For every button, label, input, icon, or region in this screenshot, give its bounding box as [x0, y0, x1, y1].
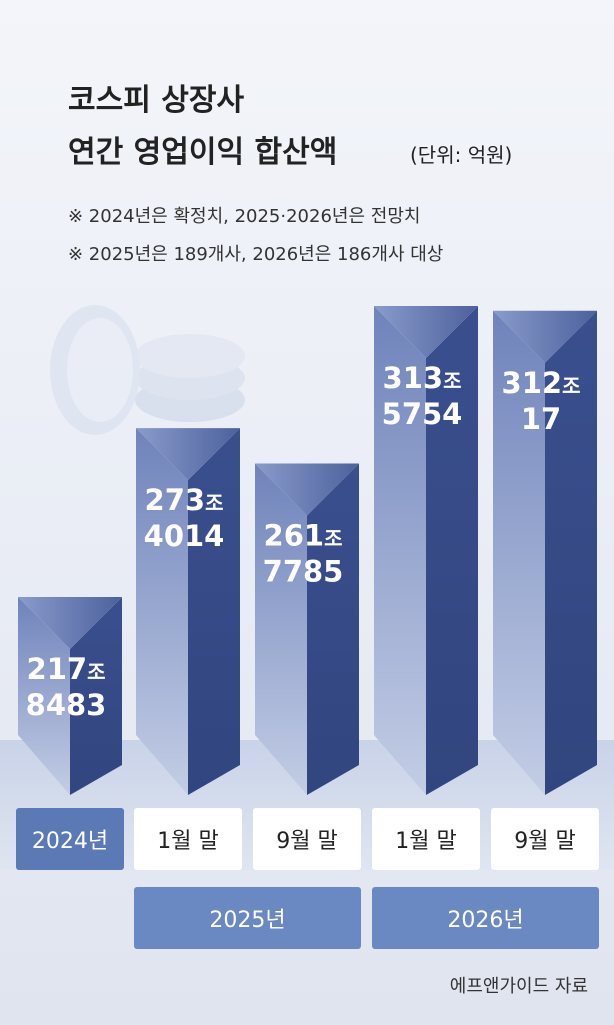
category-box — [16, 808, 124, 870]
x-tick-label: 2024년 — [32, 829, 108, 854]
bar-top — [136, 428, 240, 481]
value-label: 273조 4014 — [144, 483, 225, 553]
x-tick-label: 1월 말 — [157, 829, 218, 854]
bar-right-face — [70, 597, 122, 795]
bar-right-face — [188, 428, 240, 795]
unit: (단위: 억원) — [410, 143, 512, 167]
category-box — [491, 808, 599, 870]
bar-top — [493, 310, 597, 363]
bar-right-face — [545, 310, 597, 795]
value-label: 261조 7785 — [263, 518, 344, 588]
bar-left-face — [374, 306, 426, 795]
group-label: 2025년 — [209, 908, 285, 933]
bar-left-face — [255, 463, 307, 795]
category-box — [134, 808, 242, 870]
category-box — [253, 808, 361, 870]
value-label: 217조 8483 — [26, 652, 107, 722]
bar — [255, 463, 359, 795]
bar-left-face — [18, 597, 70, 795]
note: ※ 2025년은 189개사, 2026년은 186개사 대상 — [68, 244, 443, 265]
value-label: 312조 17 — [502, 366, 581, 436]
bar-top — [374, 306, 478, 358]
category-box — [372, 808, 480, 870]
x-tick-label: 9월 말 — [276, 829, 337, 854]
bar — [493, 310, 597, 795]
source: 에프앤가이드 자료 — [450, 976, 588, 997]
bar-top — [18, 597, 122, 649]
value-label: 313조 5754 — [382, 361, 463, 431]
bar-right-face — [307, 463, 359, 795]
bar — [18, 597, 122, 795]
x-tick-label: 9월 말 — [514, 829, 575, 854]
bar-left-face — [136, 428, 188, 795]
bar-left-face — [493, 310, 545, 795]
note: ※ 2024년은 확정치, 2025·2026년은 전망치 — [68, 206, 420, 227]
bar — [374, 306, 478, 795]
coins — [50, 305, 245, 435]
group-label: 2026년 — [447, 908, 523, 933]
bar-top — [255, 463, 359, 516]
bar — [136, 428, 240, 795]
title: 코스피 상장사 — [68, 83, 244, 118]
group-box — [372, 887, 599, 949]
group-box — [134, 887, 361, 949]
subtitle: 연간 영업이익 합산액 — [68, 135, 337, 170]
x-tick-label: 1월 말 — [395, 829, 456, 854]
bar-right-face — [426, 306, 478, 795]
